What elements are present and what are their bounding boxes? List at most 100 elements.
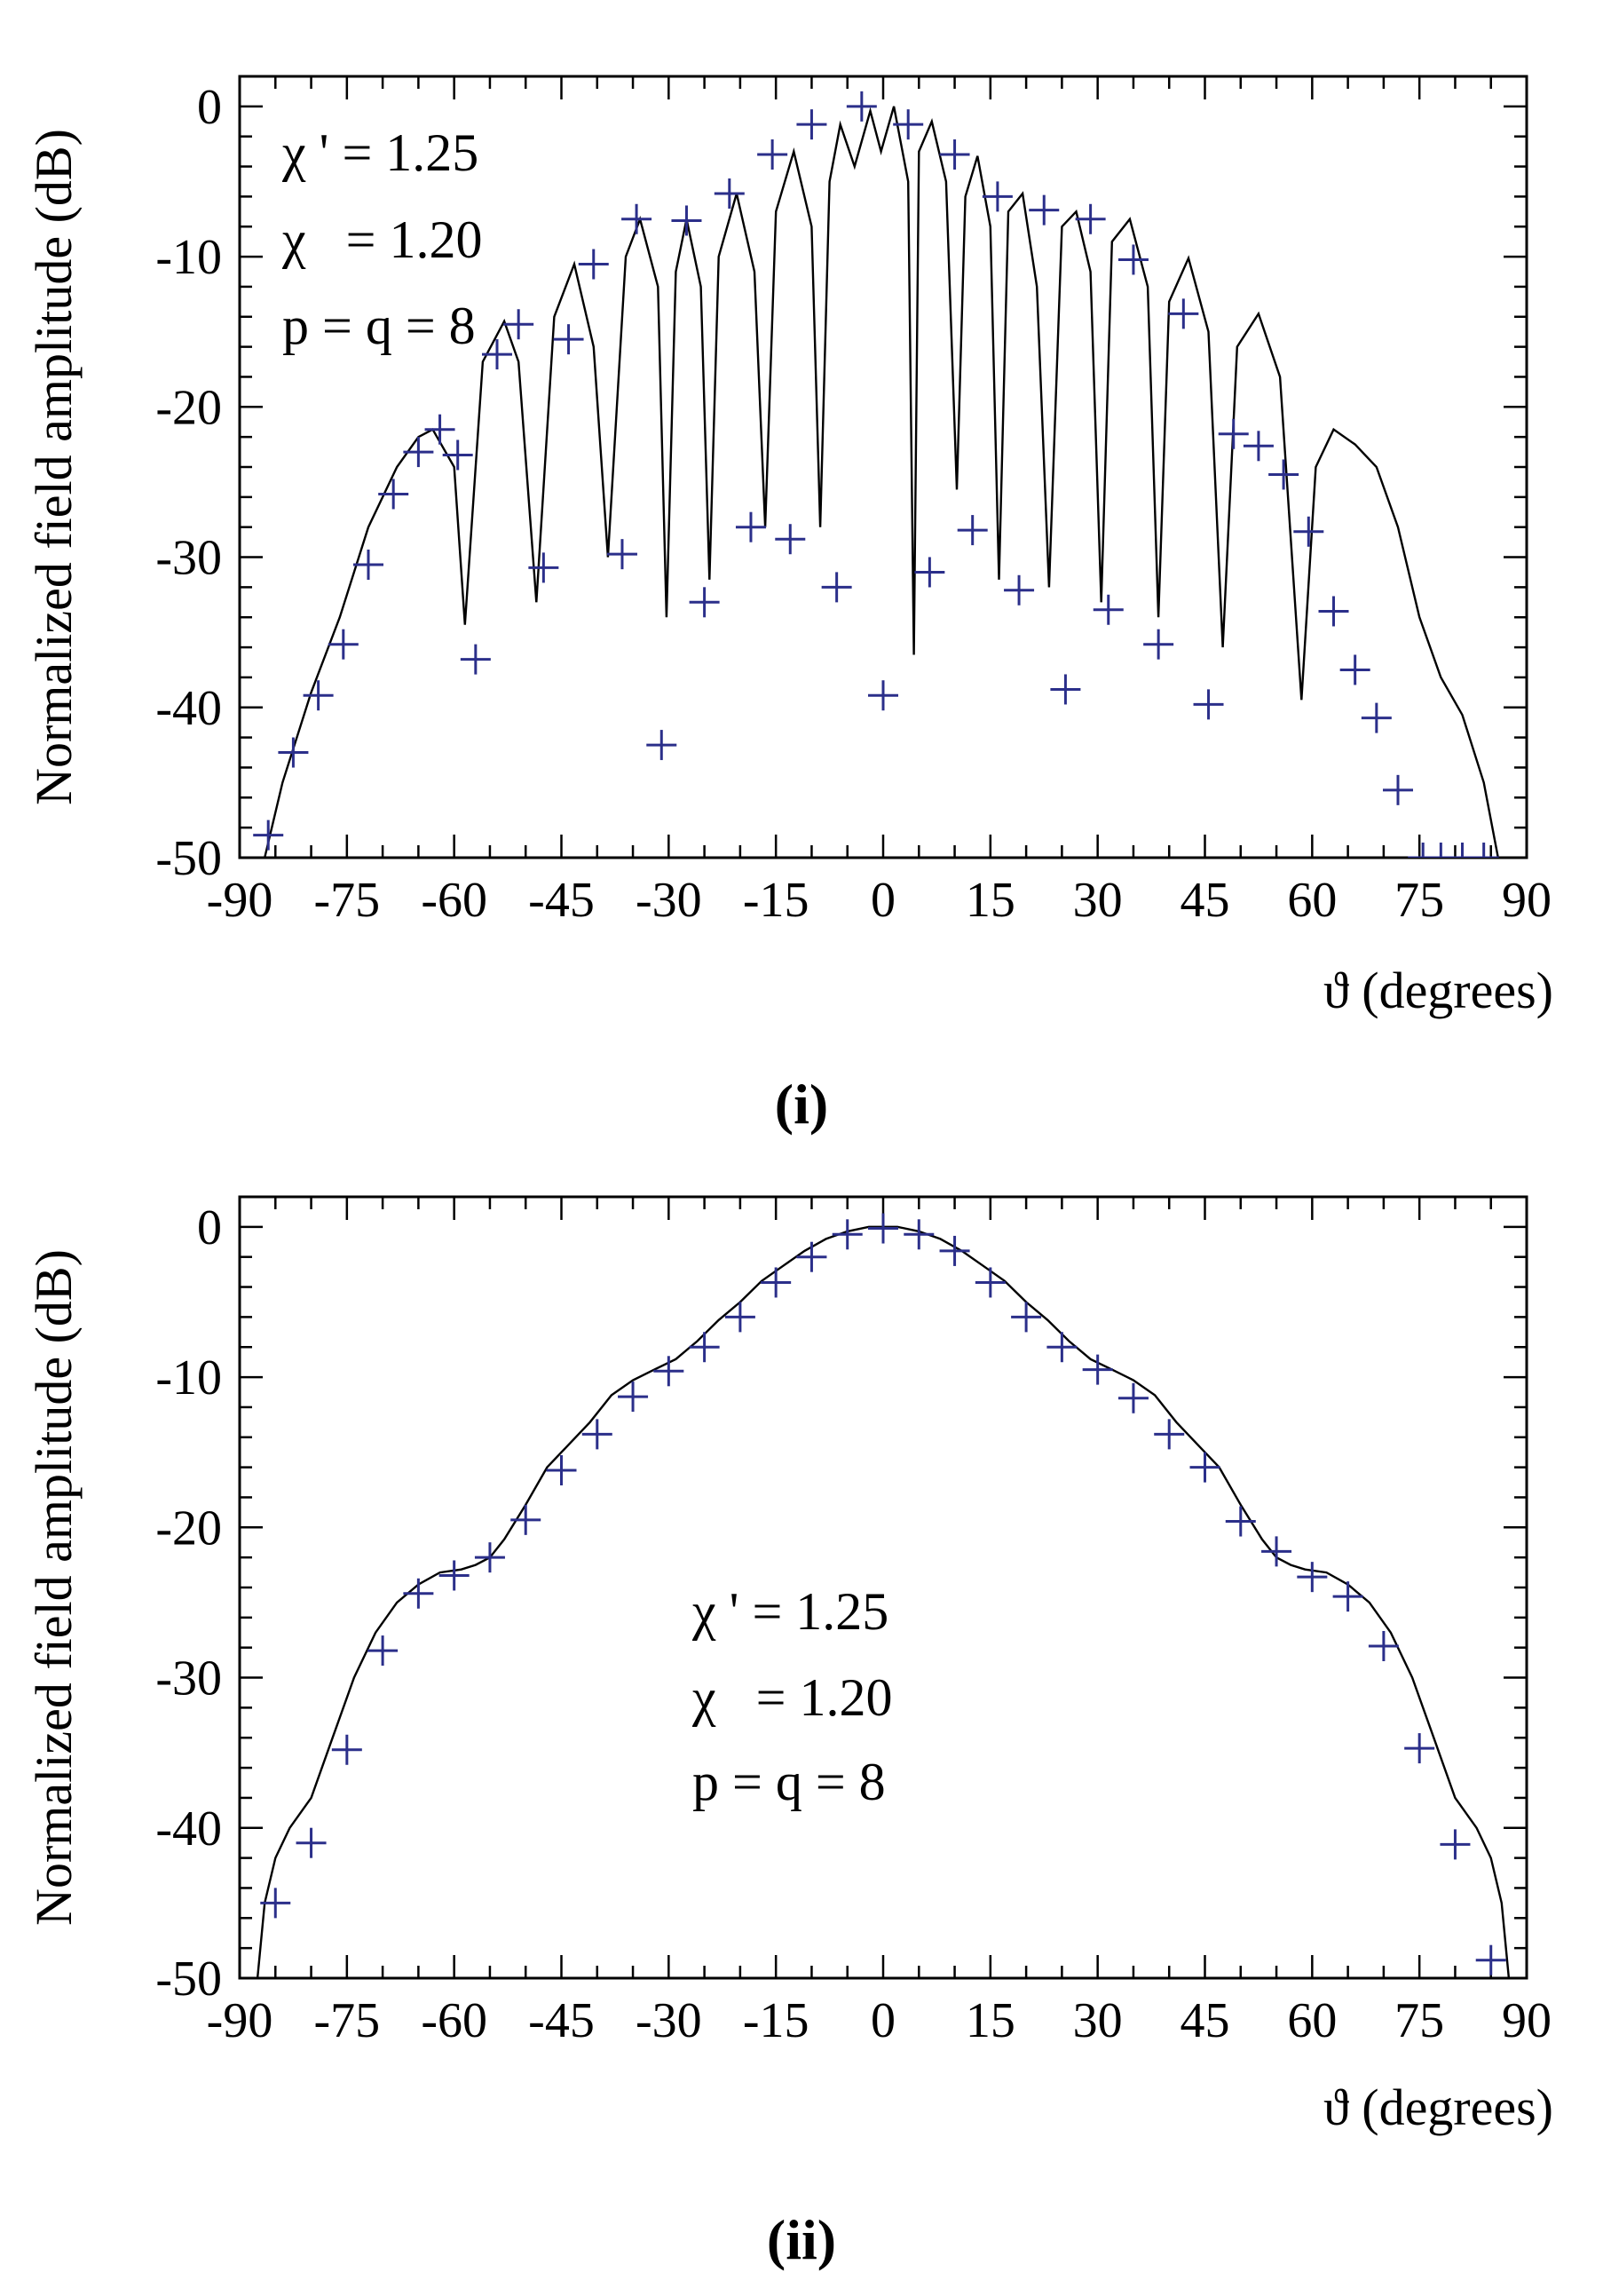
x-tick-label: -60 [421, 873, 487, 928]
x-tick-label: 90 [1502, 1993, 1552, 2048]
data-point-marker [424, 414, 455, 445]
x-tick-label: -45 [528, 1993, 595, 2048]
data-point-marker [821, 572, 852, 603]
data-point-marker [757, 139, 788, 170]
parameter-annotations: χ ' = 1.25 χ = 1.20 p = q = 8 [281, 123, 482, 355]
x-tick-labels: -90 -75 -60 -45 -30 -15 0 15 30 45 60 75… [207, 873, 1552, 928]
annotation-pq: p = q = 8 [282, 297, 476, 355]
y-tick-label: 0 [197, 80, 222, 135]
data-point-marker [1029, 194, 1060, 226]
data-point-marker [1193, 689, 1224, 720]
data-point-marker [1154, 1419, 1185, 1450]
data-point-marker [832, 1219, 863, 1250]
data-point-marker [378, 479, 409, 510]
annotation-chi: χ = 1.20 [691, 1668, 892, 1727]
data-point-marker [689, 587, 720, 618]
data-point-marker [528, 552, 559, 583]
data-point-marker [1425, 843, 1457, 858]
data-point-marker [1268, 459, 1299, 490]
data-point-marker [303, 680, 334, 711]
chart-panel-i: 0 -10 -20 -30 -40 -50 -90 -75 -60 -45 -3… [25, 75, 1553, 1136]
x-tick-label: 45 [1181, 873, 1230, 928]
panel-caption: (ii) [767, 2208, 836, 2271]
y-tick-label: -50 [155, 1952, 222, 2007]
data-point-marker [1093, 594, 1124, 625]
data-point-marker [1332, 1581, 1363, 1612]
data-point-marker [1082, 1354, 1113, 1385]
data-point-marker [260, 1888, 291, 1919]
data-point-marker [253, 819, 284, 851]
x-tick-label: 60 [1287, 1993, 1337, 2048]
data-point-marker [796, 1241, 827, 1272]
x-tick-labels: -90 -75 -60 -45 -30 -15 0 15 30 45 60 75… [207, 1993, 1552, 2048]
annotation-chi: χ = 1.20 [281, 210, 482, 269]
plot-area [238, 75, 1528, 859]
data-point-marker [646, 730, 677, 761]
x-tick-label: -30 [636, 1993, 702, 2048]
x-tick-label: 75 [1394, 1993, 1444, 2048]
x-tick-label: -60 [421, 1993, 487, 2048]
x-tick-label: 15 [966, 873, 1015, 928]
data-point-marker [1243, 431, 1274, 462]
x-tick-label: -15 [743, 1993, 809, 2048]
data-point-marker [1368, 1631, 1399, 1661]
data-point-marker [1168, 298, 1199, 329]
annotation-chi-prime: χ ' = 1.25 [691, 1582, 888, 1641]
x-tick-label: -15 [743, 873, 809, 928]
y-tick-label: -10 [155, 230, 222, 285]
data-point-marker [1117, 244, 1149, 275]
y-axis-title: Normalized field amplitude (dB) [25, 1249, 83, 1926]
y-tick-label: 0 [197, 1200, 222, 1255]
x-tick-label: 90 [1502, 873, 1552, 928]
y-tick-label: -10 [155, 1350, 222, 1405]
data-point-marker [653, 1356, 684, 1387]
y-tick-label: -40 [155, 681, 222, 736]
data-point-marker [796, 109, 827, 140]
data-point-marker [553, 324, 584, 355]
data-point-marker [1339, 654, 1370, 685]
data-point-marker [939, 1235, 970, 1266]
data-point-marker [1408, 843, 1439, 858]
x-tick-label: 0 [871, 1993, 896, 2048]
data-point-marker [939, 139, 970, 170]
data-point-marker [578, 249, 609, 280]
x-tick-label: -75 [314, 1993, 381, 2048]
x-tick-label: 75 [1394, 873, 1444, 928]
data-point-marker [1440, 1829, 1471, 1860]
data-point-marker [714, 178, 745, 209]
data-series [253, 91, 1499, 858]
data-point-marker [957, 515, 988, 546]
data-point-marker [1447, 843, 1478, 858]
panel-caption: (i) [775, 1073, 828, 1136]
x-axis-title: ϑ (degrees) [1323, 2078, 1553, 2136]
data-point-marker [724, 1302, 755, 1333]
x-tick-label: 15 [966, 1993, 1015, 2048]
data-point-marker [1293, 516, 1324, 547]
data-point-marker [1475, 1944, 1506, 1975]
data-point-marker [893, 109, 924, 140]
axis-ticks [238, 1195, 1528, 1980]
data-point-marker [1189, 1452, 1220, 1483]
x-tick-label: -45 [528, 873, 595, 928]
data-point-marker [1383, 774, 1413, 805]
data-point-marker [331, 1734, 362, 1765]
data-point-marker [474, 1542, 505, 1573]
data-point-marker [1468, 843, 1499, 858]
data-point-marker [1261, 1536, 1292, 1567]
plot-frame [238, 75, 1528, 859]
data-point-marker [868, 1213, 898, 1244]
data-point-marker [904, 1219, 935, 1250]
data-point-marker [1225, 1506, 1256, 1537]
x-tick-label: -30 [636, 873, 702, 928]
data-point-marker [1117, 1382, 1149, 1413]
x-tick-label: 0 [871, 873, 896, 928]
data-point-marker [1297, 1562, 1328, 1593]
data-point-marker [296, 1827, 327, 1858]
data-point-marker [1404, 1733, 1435, 1764]
data-point-marker [618, 1382, 649, 1413]
x-tick-label: 30 [1073, 1993, 1123, 2048]
chart-ii-svg: 0 -10 -20 -30 -40 -50 -90 -75 -60 -45 -3… [25, 1195, 1553, 2271]
data-point-marker [914, 557, 945, 588]
y-tick-labels: 0 -10 -20 -30 -40 -50 [155, 80, 222, 886]
annotation-pq: p = q = 8 [692, 1753, 886, 1811]
